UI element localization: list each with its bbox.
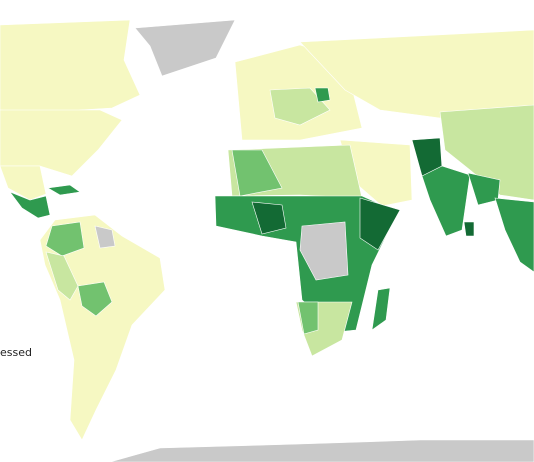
india	[421, 165, 471, 237]
belarus	[314, 87, 331, 103]
guianas	[94, 225, 116, 249]
horn-of-africa	[359, 197, 401, 251]
europe-asia	[234, 29, 534, 273]
africa	[214, 144, 401, 357]
colombia	[45, 221, 85, 257]
bolivia	[77, 281, 113, 317]
algeria	[231, 149, 283, 197]
south-america	[39, 214, 166, 441]
russia	[299, 29, 534, 131]
namibia	[297, 301, 319, 335]
north-america	[0, 19, 236, 219]
nigeria	[251, 201, 287, 235]
legend-label: essed	[0, 346, 32, 359]
mexico	[0, 165, 47, 201]
central-europe	[269, 87, 331, 126]
china	[439, 104, 534, 201]
sri-lanka	[463, 221, 475, 237]
canada	[0, 19, 141, 115]
madagascar	[371, 287, 391, 331]
congo	[299, 221, 349, 281]
caribbean	[47, 184, 81, 196]
antarctica	[109, 439, 534, 462]
greenland	[134, 19, 236, 77]
peru	[45, 251, 79, 301]
central-america	[9, 191, 51, 219]
southeast-asia	[494, 197, 534, 273]
